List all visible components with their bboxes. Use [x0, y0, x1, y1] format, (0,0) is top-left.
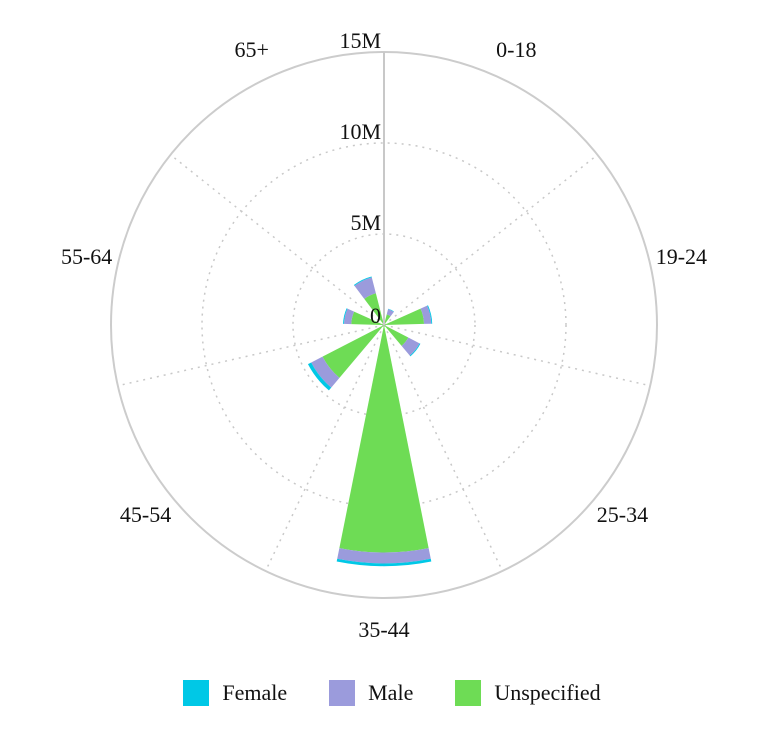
- legend-label-male: Male: [368, 680, 414, 705]
- bar-unspecified-0-18: [384, 314, 391, 325]
- bar-male-25-34: [401, 337, 420, 356]
- bar-unspecified-19-24: [384, 308, 425, 325]
- category-label: 45-54: [120, 502, 171, 527]
- radial-tick-label: 0: [370, 303, 381, 328]
- category-label: 35-44: [358, 617, 409, 642]
- bar-male-0-18: [386, 309, 394, 317]
- grid-spoke: [170, 154, 385, 326]
- bar-male-19-24: [420, 305, 432, 324]
- radial-tick-label: 10M: [339, 119, 381, 144]
- bar-female-55-64: [343, 308, 348, 324]
- legend-item-male[interactable]: Male: [329, 680, 413, 706]
- legend-swatch-unspecified: [455, 680, 482, 706]
- bar-female-19-24: [427, 305, 433, 324]
- grid-spoke: [383, 154, 598, 326]
- legend-item-unspecified[interactable]: Unspecified: [455, 680, 601, 706]
- bar-female-65+: [353, 276, 372, 286]
- category-label: 65+: [234, 37, 268, 62]
- grid-circle: [201, 142, 567, 508]
- legend-item-female[interactable]: Female: [183, 680, 287, 706]
- legend-label-female: Female: [222, 680, 288, 705]
- radial-tick-label: 15M: [339, 28, 381, 53]
- category-label: 25-34: [597, 502, 648, 527]
- bar-unspecified-35-44: [339, 325, 429, 553]
- chart-legend: Female Male Unspecified: [0, 680, 784, 706]
- legend-swatch-male: [329, 680, 356, 706]
- radial-tick-label: 5M: [350, 210, 381, 235]
- legend-swatch-female: [183, 680, 210, 706]
- bar-male-55-64: [343, 308, 355, 325]
- bar-female-45-54: [307, 362, 332, 391]
- bar-male-35-44: [337, 548, 431, 564]
- polar-chart: 0 5M 10M 15M 0-18 19-24 25-34 35-44 45-54 55-64 65…: [61, 28, 707, 642]
- bars-layer: [307, 276, 433, 567]
- category-label: 55-64: [61, 244, 112, 269]
- bar-unspecified-65+: [364, 293, 384, 325]
- bar-unspecified-45-54: [322, 325, 384, 378]
- bar-female-25-34: [409, 343, 421, 357]
- legend-label-unspecified: Unspecified: [494, 680, 601, 705]
- bar-female-35-44: [336, 558, 432, 567]
- bar-unspecified-55-64: [351, 311, 384, 325]
- labels-layer: 0 5M 10M 15M 0-18 19-24 25-34 35-44 45-54 55-64 65…: [61, 28, 707, 642]
- bar-unspecified-25-34: [384, 325, 409, 346]
- bar-male-45-54: [311, 356, 340, 388]
- category-label: 0-18: [496, 37, 536, 62]
- grid-spoke: [383, 324, 651, 387]
- category-label: 19-24: [656, 244, 707, 269]
- bar-male-65+: [354, 277, 376, 299]
- bar-female-0-18: [388, 308, 395, 312]
